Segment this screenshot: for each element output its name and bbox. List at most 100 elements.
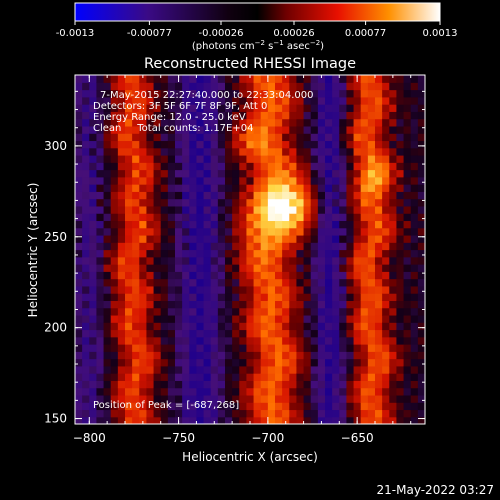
heatmap-cell [303, 373, 312, 381]
heatmap-cell [153, 154, 162, 163]
heatmap-cell [196, 416, 205, 424]
heatmap-cell [410, 416, 419, 424]
heatmap-cell [332, 271, 340, 280]
heatmap-cell [417, 394, 425, 403]
heatmap-cell [125, 184, 133, 192]
heatmap-cell [225, 365, 233, 374]
heatmap-cell [417, 82, 425, 91]
heatmap-cell [75, 96, 83, 105]
heatmap-cell [203, 176, 212, 185]
heatmap-cell [310, 213, 319, 222]
heatmap-cell [403, 271, 412, 280]
heatmap-cell [217, 293, 226, 301]
heatmap-cell [389, 205, 398, 214]
heatmap-cell [196, 111, 205, 120]
heatmap-cell [396, 227, 405, 236]
heatmap-cell [167, 256, 176, 265]
heatmap-cell [417, 154, 425, 163]
heatmap-cell [317, 75, 326, 83]
heatmap-cell [139, 293, 148, 301]
heatmap-cell [246, 169, 255, 178]
heatmap-cell [175, 184, 183, 192]
heatmap-cell [260, 169, 269, 178]
heatmap-cell [125, 293, 133, 301]
heatmap-cell [339, 278, 348, 287]
heatmap-cell [210, 227, 219, 236]
heatmap-cell [132, 416, 140, 424]
heatmap-cell [210, 249, 219, 258]
heatmap-cell [89, 416, 98, 424]
heatmap-cell [117, 82, 126, 91]
heatmap-cell [203, 104, 212, 112]
heatmap-cell [346, 380, 355, 389]
heatmap-cell [160, 104, 169, 112]
heatmap-cell [275, 154, 283, 163]
heatmap-cell [267, 82, 276, 91]
heatmap-cell [117, 205, 126, 214]
heatmap-cell [325, 213, 333, 222]
heatmap-cell [253, 249, 262, 258]
heatmap-cell [167, 162, 176, 171]
heatmap-cell [325, 344, 333, 352]
heatmap-cell [403, 205, 412, 214]
heatmap-cell [367, 264, 376, 272]
heatmap-cell [239, 416, 248, 424]
heatmap-cell [339, 176, 348, 185]
heatmap-cell [167, 394, 176, 403]
heatmap-cell [225, 307, 233, 316]
heatmap-cell [182, 249, 190, 258]
heatmap-cell [310, 358, 319, 367]
heatmap-cell [296, 409, 305, 418]
heatmap-cell [382, 344, 390, 352]
heatmap-cell [96, 198, 105, 207]
heatmap-cell [253, 344, 262, 352]
heatmap-cell [182, 351, 190, 360]
heatmap-cell [160, 133, 169, 142]
heatmap-cell [210, 133, 219, 142]
heatmap-cell [403, 358, 412, 367]
heatmap-cell [125, 278, 133, 287]
heatmap-cell [303, 409, 312, 418]
heatmap-cell [89, 234, 98, 243]
heatmap-cell [396, 234, 405, 243]
heatmap-cell [403, 176, 412, 185]
heatmap-cell [239, 205, 248, 214]
heatmap-cell [403, 213, 412, 222]
heatmap-cell [89, 162, 98, 171]
heatmap-cell [160, 344, 169, 352]
heatmap-cell [110, 344, 119, 352]
heatmap-cell [103, 82, 112, 91]
heatmap-cell [282, 373, 290, 381]
heatmap-cell [325, 394, 333, 403]
heatmap-cell [117, 380, 126, 389]
heatmap-cell [282, 380, 290, 389]
heatmap-cell [203, 358, 212, 367]
heatmap-cell [303, 358, 312, 367]
heatmap-cell [125, 264, 133, 272]
heatmap-cell [96, 96, 105, 105]
heatmap-cell [232, 75, 240, 83]
heatmap-cell [310, 322, 319, 331]
heatmap-cell [317, 227, 326, 236]
heatmap-cell [353, 191, 362, 200]
heatmap-cell [117, 387, 126, 396]
heatmap-cell [196, 140, 205, 149]
heatmap-cell [232, 176, 240, 185]
heatmap-cell [175, 140, 183, 149]
heatmap-cell [317, 307, 326, 316]
heatmap-cell [103, 125, 112, 134]
heatmap-cell [110, 256, 119, 265]
heatmap-cell [117, 213, 126, 222]
heatmap-cell [339, 307, 348, 316]
heatmap-cell [346, 191, 355, 200]
heatmap-cell [210, 205, 219, 214]
heatmap-cell [175, 89, 183, 98]
heatmap-cell [175, 293, 183, 301]
heatmap-cell [167, 300, 176, 309]
heatmap-cell [82, 96, 90, 105]
heatmap-cell [232, 162, 240, 171]
heatmap-cell [296, 314, 305, 323]
heatmap-cell [396, 271, 405, 280]
heatmap-cell [196, 242, 205, 251]
heatmap-cell [389, 242, 398, 251]
